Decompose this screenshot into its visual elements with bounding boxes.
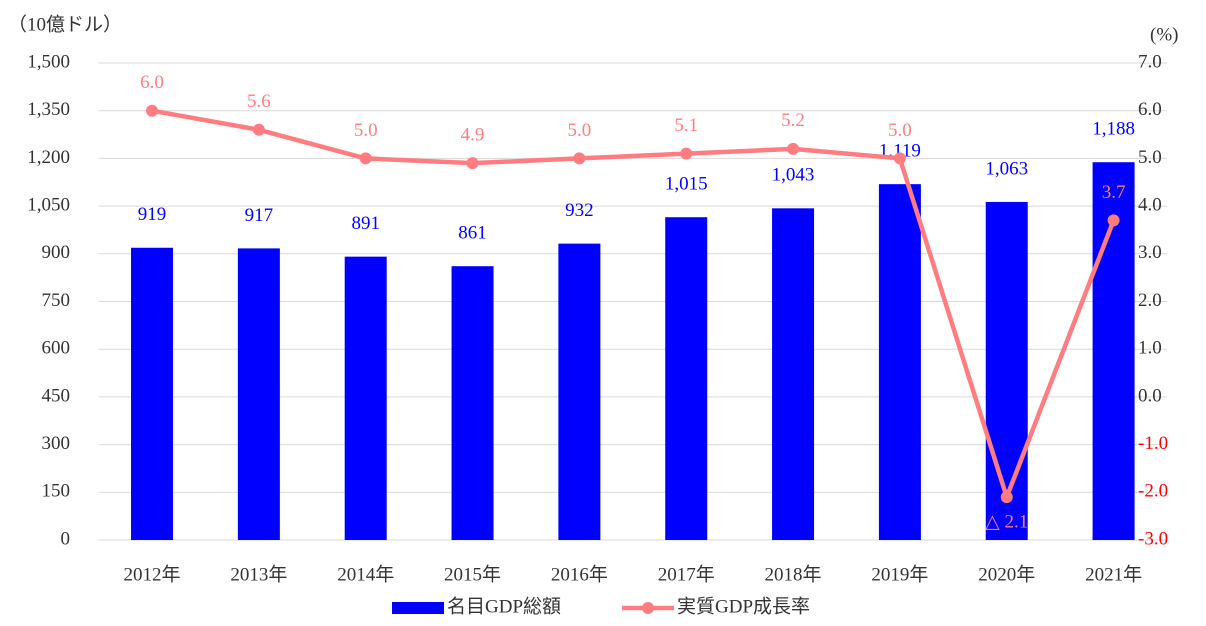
x-tick-label: 2015年: [444, 563, 501, 585]
y2-tick-label: 5.0: [1138, 147, 1162, 168]
y2-tick-label: 1.0: [1138, 338, 1162, 359]
line-value-label: 6.0: [140, 72, 164, 93]
y-tick-label: 0: [61, 528, 71, 549]
line-point: [787, 142, 800, 155]
x-tick-label: 2021年: [1085, 563, 1142, 585]
y-tick-label: 1,350: [27, 99, 70, 120]
line-point: [680, 147, 693, 160]
legend-swatch-dot: [642, 602, 654, 614]
y-axis-unit: （10億ドル）: [8, 13, 122, 35]
y-tick-label: 900: [42, 242, 71, 263]
y2-tick-label: 2.0: [1138, 290, 1162, 311]
x-tick-label: 2013年: [230, 563, 287, 585]
x-tick-label: 2019年: [871, 563, 928, 585]
x-tick-label: 2017年: [658, 563, 715, 585]
bar-value-label: 1,063: [985, 158, 1028, 179]
y-tick-label: 750: [42, 290, 71, 311]
bar-value-label: 861: [458, 223, 487, 244]
line: [151, 108, 1116, 500]
x-tick-label: 2018年: [765, 563, 822, 585]
bar-value-label: 919: [138, 204, 167, 225]
bar-value-label: 917: [245, 205, 274, 226]
line-value-label: △ 2.1: [985, 511, 1028, 532]
x-tick-label: 2014年: [337, 563, 394, 585]
bar: [665, 217, 708, 541]
x-tick-label: 2016年: [551, 563, 608, 585]
line-value-label: 5.0: [354, 120, 378, 141]
y-tick-label: 1,500: [27, 51, 70, 72]
y2-tick-label: -3.0: [1138, 528, 1168, 549]
bar-value-label: 891: [351, 213, 380, 234]
bar-value-label: 932: [565, 200, 594, 221]
bar: [985, 201, 1028, 540]
y2-tick-label: 6.0: [1138, 99, 1162, 120]
bar: [772, 208, 815, 541]
line-point: [466, 157, 479, 170]
bar: [451, 266, 494, 540]
y-tick-label: 300: [42, 433, 71, 454]
legend-label: 名目GDP総額: [447, 595, 561, 617]
line-value-label: 5.1: [674, 115, 698, 136]
bar: [878, 184, 921, 540]
x-tick-label: 2020年: [978, 563, 1035, 585]
y2-axis-unit: (%): [1150, 24, 1178, 45]
line-point: [1107, 214, 1120, 227]
y-tick-label: 1,200: [27, 147, 70, 168]
y2-tick-label: -1.0: [1138, 433, 1168, 454]
line-point: [359, 152, 372, 165]
line-point: [893, 152, 906, 165]
legend-swatch: [392, 602, 444, 614]
y2-tick-label: 0.0: [1138, 385, 1162, 406]
legend-label: 実質GDP成長率: [677, 595, 810, 617]
bar: [237, 248, 280, 541]
y2-tick-label: 4.0: [1138, 194, 1162, 215]
y2-tick-label: -2.0: [1138, 481, 1168, 502]
line-value-label: 5.2: [781, 110, 805, 131]
y-tick-label: 1,050: [27, 194, 70, 215]
bar: [131, 247, 174, 540]
y-tick-label: 450: [42, 385, 71, 406]
line-point: [252, 123, 265, 136]
bar-value-label: 1,015: [665, 174, 708, 195]
line-point: [1000, 491, 1013, 504]
bar: [558, 243, 601, 540]
line-value-label: 5.0: [888, 120, 912, 141]
line-point: [146, 104, 159, 117]
line-value-label: 3.7: [1102, 182, 1126, 203]
line-value-label: 5.0: [568, 120, 592, 141]
line-value-label: 4.9: [461, 125, 485, 146]
bar-value-label: 1,188: [1092, 119, 1135, 140]
y2-tick-label: 3.0: [1138, 242, 1162, 263]
bar: [344, 256, 387, 540]
x-tick-label: 2012年: [124, 563, 181, 585]
y-tick-label: 600: [42, 338, 71, 359]
y-tick-label: 150: [42, 481, 71, 502]
bar-value-label: 1,043: [772, 165, 815, 186]
line-point: [573, 152, 586, 165]
line-value-label: 5.6: [247, 91, 271, 112]
y2-tick-label: 7.0: [1138, 51, 1162, 72]
